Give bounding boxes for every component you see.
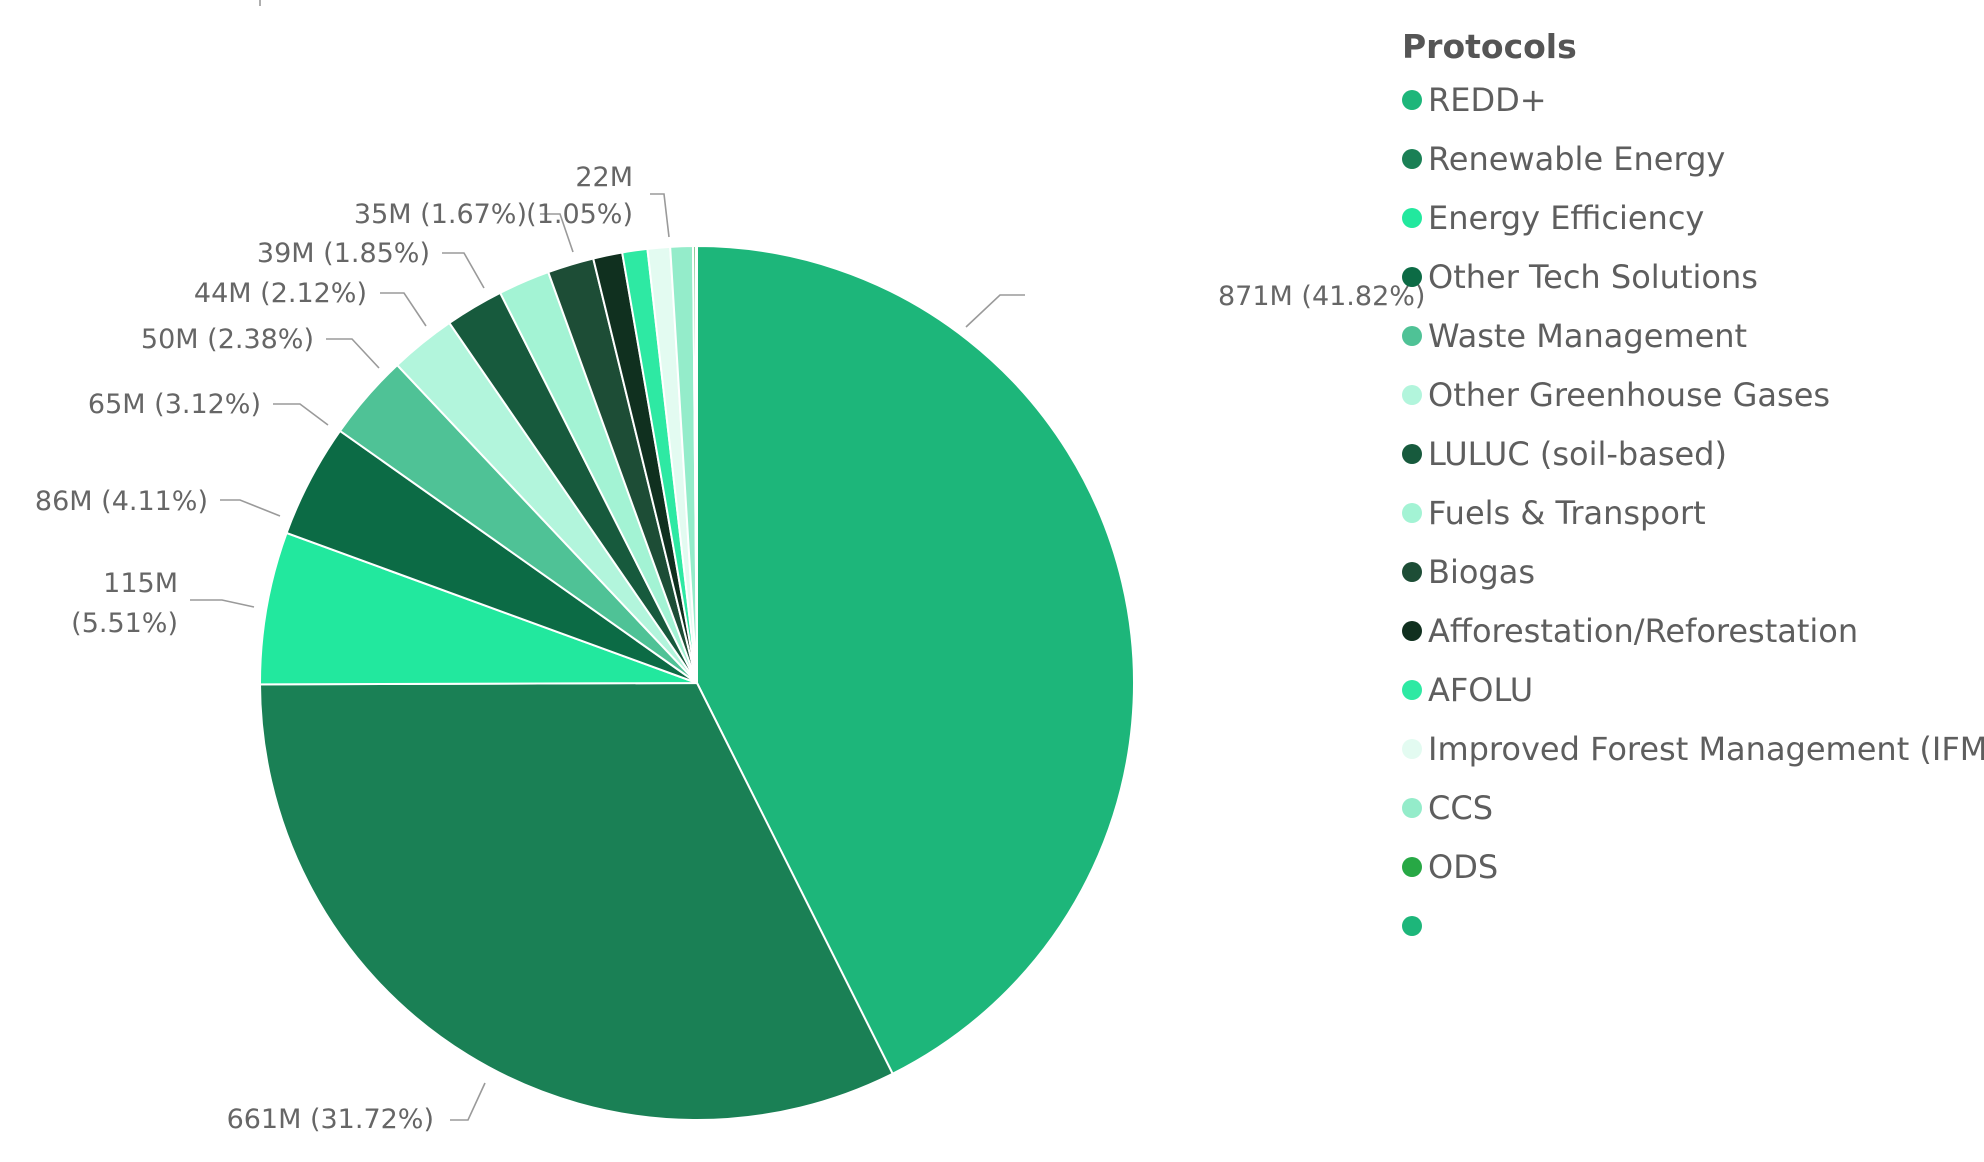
legend-label: CCS xyxy=(1428,788,1493,827)
data-label: (1.05%) xyxy=(526,199,633,230)
legend-item[interactable]: Afforestation/Reforestation xyxy=(1402,601,1982,660)
legend-swatch xyxy=(1402,679,1422,700)
legend-swatch xyxy=(1402,207,1422,228)
legend-title: Protocols xyxy=(1402,27,1577,66)
legend-item[interactable]: Renewable Energy xyxy=(1402,129,1982,188)
legend-label: Afforestation/Reforestation xyxy=(1428,611,1859,650)
pie-slice-energy-efficiency[interactable] xyxy=(258,531,698,686)
legend-label: Fuels & Transport xyxy=(1428,493,1706,532)
leader-lines xyxy=(190,193,1025,1121)
legend-swatch xyxy=(1402,148,1422,169)
data-labels: 871M (41.82%) 661M (31.72%) 115M (5.51%) 86M… xyxy=(35,162,1426,1135)
leader-line xyxy=(273,403,329,426)
legend-item[interactable]: Biogas xyxy=(1402,542,1982,601)
data-label: 661M (31.72%) xyxy=(227,1104,434,1135)
leader-line xyxy=(650,193,670,238)
data-label: (5.51%) xyxy=(71,608,178,639)
leader-line xyxy=(540,213,574,253)
legend-swatch xyxy=(1402,89,1422,110)
leader-line xyxy=(380,292,427,327)
legend-swatch xyxy=(1402,915,1422,936)
legend-item[interactable]: Waste Management xyxy=(1402,306,1982,365)
legend-swatch xyxy=(1402,443,1422,464)
legend-swatch xyxy=(1402,738,1422,759)
leader-line xyxy=(190,599,255,608)
data-label: 65M (3.12%) xyxy=(88,389,261,420)
data-label: 44M (2.12%) xyxy=(194,278,367,309)
legend-swatch xyxy=(1402,502,1422,523)
legend: Protocols REDD+ Renewable Energy Energy Ef… xyxy=(1402,24,1984,955)
legend-item[interactable]: CCS xyxy=(1402,778,1982,837)
legend-swatch xyxy=(1402,561,1422,582)
leader-line xyxy=(326,338,380,369)
leader-line xyxy=(450,1082,486,1121)
legend-swatch xyxy=(1402,856,1422,877)
data-label: 22M xyxy=(575,162,633,193)
data-label: 86M (4.11%) xyxy=(35,486,208,517)
legend-label: LULUC (soil-based) xyxy=(1428,434,1727,473)
pie-slice-redd[interactable] xyxy=(696,244,1135,1076)
legend-swatch xyxy=(1402,325,1422,346)
data-label: 35M (1.67%) xyxy=(354,199,527,230)
data-label: 871M (41.82%) xyxy=(1218,281,1425,312)
legend-label: Energy Efficiency xyxy=(1428,198,1705,237)
legend-label: AFOLU xyxy=(1428,670,1534,709)
data-label: 50M (2.38%) xyxy=(141,324,314,355)
legend-item[interactable] xyxy=(1402,896,1982,955)
legend-label: Renewable Energy xyxy=(1428,139,1726,178)
legend-item[interactable]: LULUC (soil-based) xyxy=(1402,424,1982,483)
legend-item[interactable]: Other Tech Solutions xyxy=(1402,247,1982,306)
legend-item[interactable]: Energy Efficiency xyxy=(1402,188,1982,247)
legend-item[interactable]: ODS xyxy=(1402,837,1982,896)
legend-swatch xyxy=(1402,384,1422,405)
pie-slices xyxy=(258,244,1135,1121)
leader-line xyxy=(442,252,485,289)
legend-swatch xyxy=(1402,620,1422,641)
legend-swatch xyxy=(1402,797,1422,818)
data-label: 115M xyxy=(103,568,178,599)
legend-item[interactable]: Other Greenhouse Gases xyxy=(1402,365,1982,424)
legend-item[interactable]: Fuels & Transport xyxy=(1402,483,1982,542)
leader-line xyxy=(220,499,281,517)
legend-item[interactable]: Improved Forest Management (IFM) xyxy=(1402,719,1984,778)
legend-item[interactable]: REDD+ xyxy=(1402,70,1982,129)
data-label: 39M (1.85%) xyxy=(257,238,430,269)
legend-label: REDD+ xyxy=(1428,80,1547,119)
legend-item[interactable]: AFOLU xyxy=(1402,660,1982,719)
legend-label: Biogas xyxy=(1428,552,1536,591)
legend-swatch xyxy=(1402,266,1422,287)
leader-line xyxy=(965,294,1025,328)
legend-label: Improved Forest Management (IFM) xyxy=(1428,729,1984,768)
legend-items: REDD+ Renewable Energy Energy Efficiency Ot… xyxy=(1402,70,1984,955)
pie-slice-renewable-energy[interactable] xyxy=(258,681,894,1121)
legend-label: Waste Management xyxy=(1428,316,1748,355)
legend-label: Other Greenhouse Gases xyxy=(1428,375,1831,414)
pie-slice-unlabeled[interactable] xyxy=(694,244,698,684)
legend-label: Other Tech Solutions xyxy=(1428,257,1758,296)
legend-label: ODS xyxy=(1428,847,1499,886)
